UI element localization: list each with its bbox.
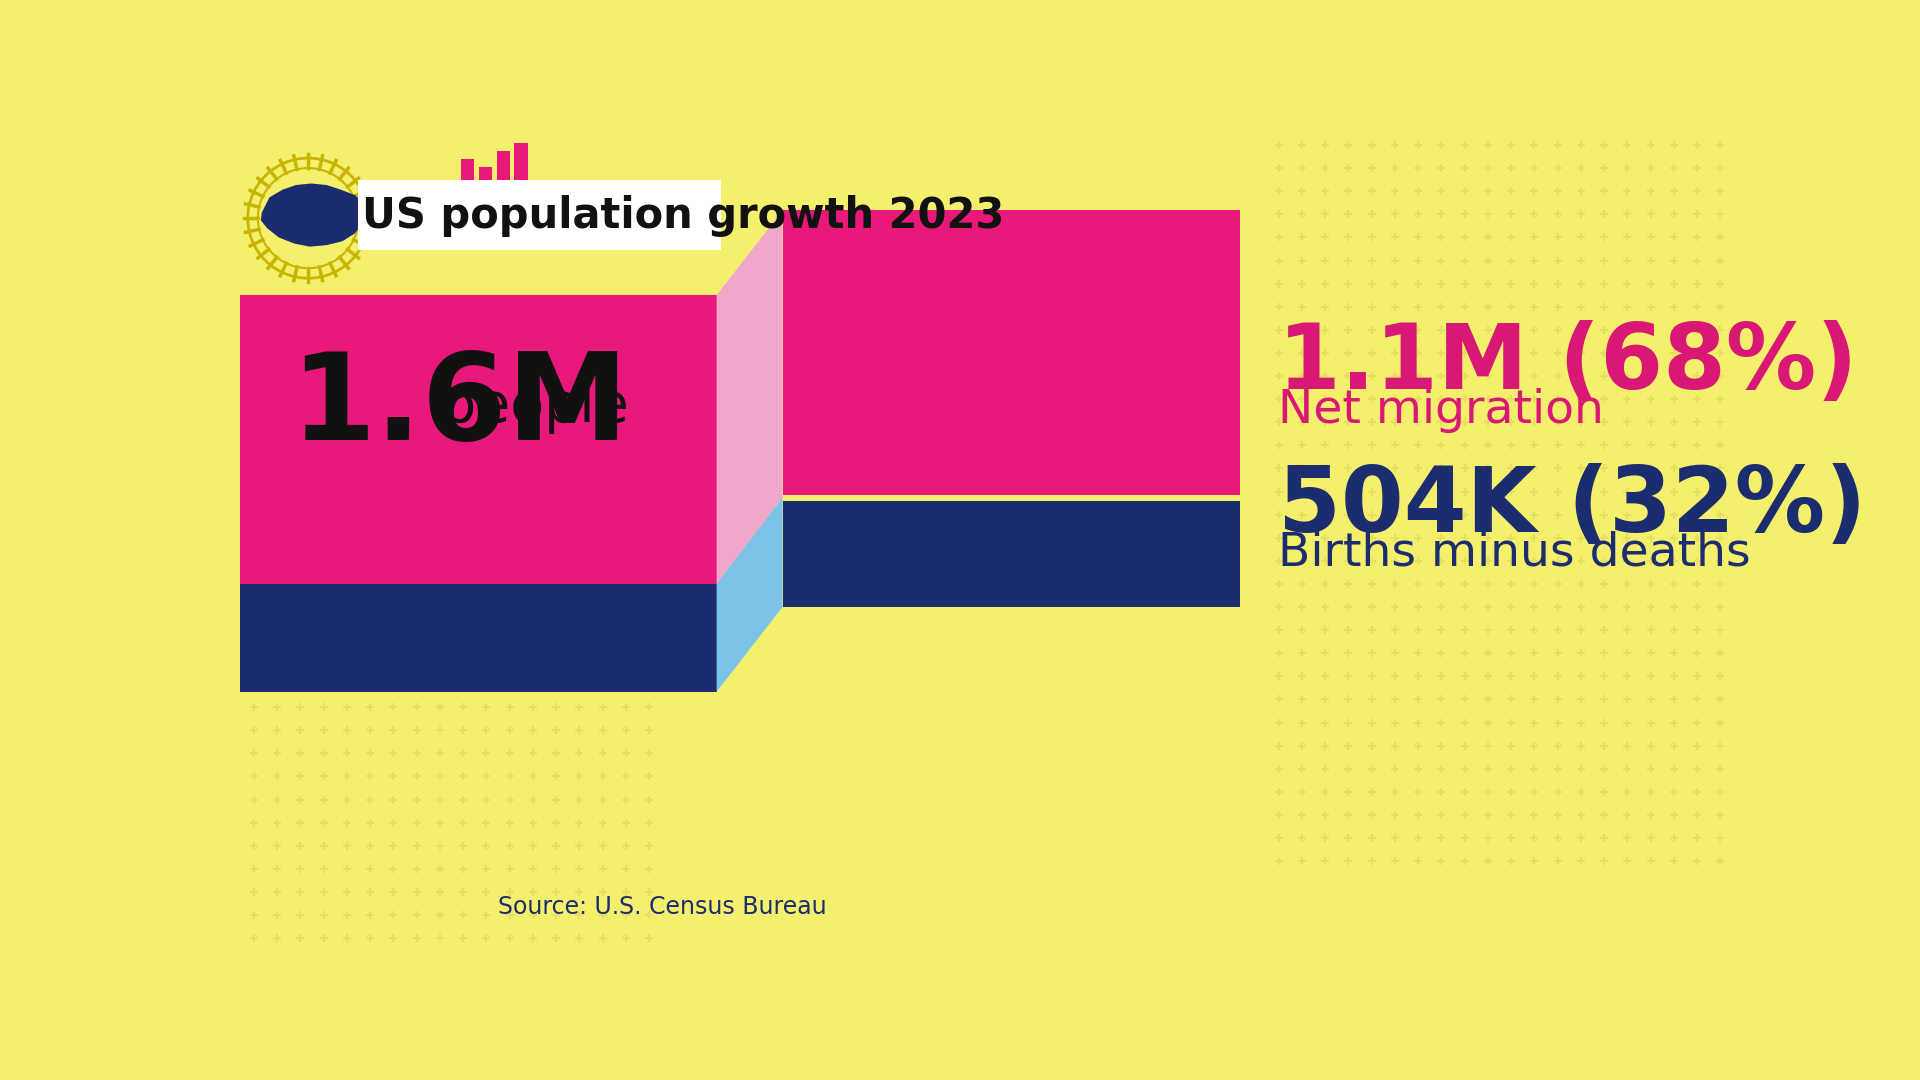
- Bar: [478, 166, 492, 179]
- Bar: [461, 159, 474, 179]
- Text: people: people: [442, 380, 630, 434]
- Bar: [515, 144, 528, 179]
- Polygon shape: [716, 211, 783, 584]
- Bar: [357, 179, 720, 251]
- Text: US population growth 2023: US population growth 2023: [363, 194, 1004, 237]
- Bar: [783, 211, 1240, 498]
- Text: Source: U.S. Census Bureau: Source: U.S. Census Bureau: [497, 895, 828, 919]
- Polygon shape: [716, 498, 783, 691]
- Text: Net migration: Net migration: [1279, 388, 1605, 433]
- Bar: [497, 151, 509, 179]
- Bar: [783, 495, 1240, 501]
- Bar: [240, 584, 716, 691]
- Text: Births minus deaths: Births minus deaths: [1279, 530, 1751, 576]
- Polygon shape: [261, 184, 365, 246]
- Text: 1.6M: 1.6M: [290, 348, 628, 465]
- Text: 504K (32%): 504K (32%): [1279, 463, 1866, 551]
- Text: 1.1M (68%): 1.1M (68%): [1279, 321, 1859, 408]
- Bar: [240, 295, 716, 584]
- Bar: [783, 498, 1240, 607]
